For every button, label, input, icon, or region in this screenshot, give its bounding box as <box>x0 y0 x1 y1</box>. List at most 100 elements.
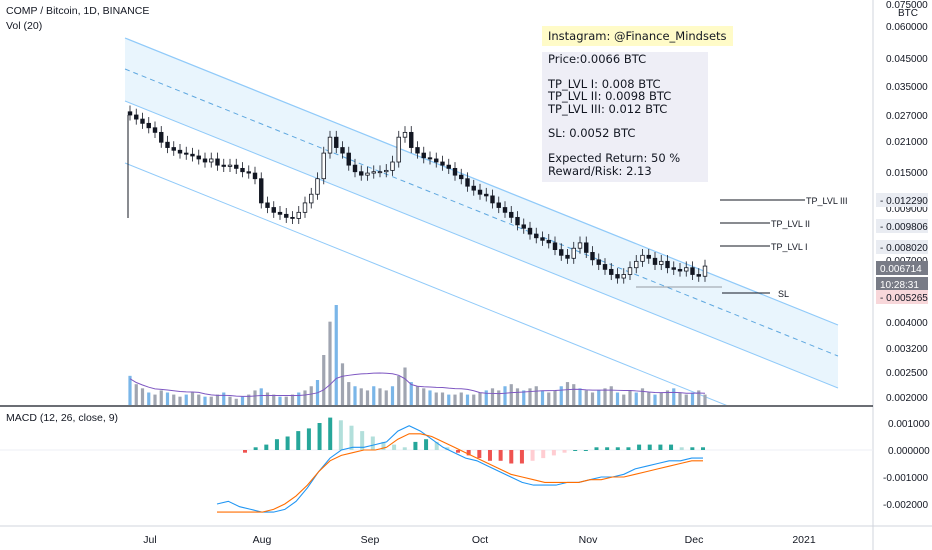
price-axis-label: 0.015000 <box>886 168 928 179</box>
volume-bar <box>603 388 607 405</box>
macd-histogram-bar <box>551 450 556 456</box>
macd-histogram-bar <box>253 447 258 450</box>
volume-bar <box>690 392 695 405</box>
candle-body <box>615 274 620 279</box>
volume-bar <box>409 382 413 405</box>
price-tag: 10:28:31 <box>880 280 919 291</box>
candle-body <box>202 158 208 163</box>
volume-bar <box>478 392 482 405</box>
price-tag-bg <box>876 290 928 304</box>
price-tags: - 0.012290 - 0.009806 - 0.008020 0.006714 10… <box>876 193 928 304</box>
volume-bar <box>390 386 395 405</box>
volume-bar <box>503 386 507 405</box>
price-tag-bg <box>876 193 928 207</box>
macd-histogram-bar <box>530 450 535 461</box>
volume-bar <box>434 392 438 405</box>
volume-bar <box>665 390 670 405</box>
macd-axis-label: 0.001000 <box>888 419 930 430</box>
volume-bar <box>440 392 445 405</box>
volume-bar <box>353 386 357 405</box>
candle-body <box>552 242 558 251</box>
candle-body <box>690 267 695 275</box>
price-axis: 0.075000 0.060000 0.045000 0.035000 0.027000… <box>883 0 930 511</box>
candle-body <box>634 260 639 269</box>
volume-bar <box>365 390 370 405</box>
volume-bar <box>278 396 282 405</box>
volume-bar <box>528 388 532 405</box>
volume-bar <box>222 392 226 405</box>
macd-histogram-bar <box>562 450 567 453</box>
candle-body <box>190 153 195 157</box>
time-axis-label: Nov <box>579 534 598 546</box>
macd-histogram-bar <box>402 447 407 450</box>
volume-bar <box>597 390 601 405</box>
candle-body <box>477 189 483 195</box>
macd-histogram-bar <box>285 436 290 450</box>
candle-body <box>352 164 358 173</box>
candle-body <box>527 227 533 235</box>
candle-body <box>146 122 151 129</box>
macd-line <box>216 425 703 513</box>
macd-histogram-bar <box>456 450 461 453</box>
price-axis-label: 0.045000 <box>886 54 928 65</box>
candle-body <box>390 161 395 171</box>
candle-body <box>396 136 401 163</box>
candle-body <box>171 147 176 151</box>
volume-bar <box>447 394 451 405</box>
candle-body <box>602 264 608 270</box>
candle-body <box>465 178 470 187</box>
macd-histogram-bar <box>669 444 674 450</box>
candle-body <box>402 131 408 138</box>
candle-body <box>240 167 245 173</box>
macd-histogram-bar <box>328 417 333 450</box>
macd-axis-label: 0.000000 <box>888 446 930 457</box>
target-levels: TP_LVL III TP_LVL II TP_LVL I SL <box>636 196 848 299</box>
volume-bar <box>265 392 270 405</box>
time-axis: Jul Aug Sep Oct Nov Dec 2021 <box>143 534 816 546</box>
level-tag: TP_LVL II <box>771 219 810 229</box>
macd-histogram-bar <box>413 441 418 450</box>
volume-bar <box>259 388 263 405</box>
candle-body <box>459 174 464 180</box>
candle-body <box>534 233 539 239</box>
reward-risk-note: Reward/Risk: 2.13 <box>548 163 652 178</box>
volume-bar <box>590 392 595 405</box>
candle-body <box>596 259 601 265</box>
macd-histogram-bar <box>338 420 343 450</box>
macd-histogram-bar <box>690 447 695 450</box>
volume-bar <box>684 394 688 405</box>
macd-histogram-bar <box>583 450 588 451</box>
volume-bar <box>615 392 620 405</box>
candle-body <box>584 242 589 253</box>
instagram-note: Instagram: @Finance_Mindsets <box>542 26 733 46</box>
macd-histogram-bar <box>679 447 684 450</box>
volume-bar <box>372 386 376 405</box>
volume-bar <box>209 396 213 405</box>
candle-body <box>284 213 289 218</box>
candle-body <box>471 185 476 191</box>
macd-axis-label: -0.002000 <box>883 500 928 511</box>
volume-bar <box>234 398 238 405</box>
candle-body <box>571 247 576 259</box>
candle-body <box>684 267 689 272</box>
macd-histogram-bar <box>509 450 514 464</box>
price-axis-label: 0.021000 <box>886 137 928 148</box>
volume-bar <box>153 394 157 405</box>
price-tag: - 0.012290 <box>880 196 928 207</box>
volume-bar <box>159 390 163 405</box>
volume-bar <box>297 392 301 405</box>
candle-body <box>177 149 183 154</box>
macd-histogram-bar <box>573 450 578 451</box>
volume-bar <box>534 386 538 405</box>
volume-bar <box>565 382 570 405</box>
tp3-note: TP_LVL III: 0.012 BTC <box>548 101 668 116</box>
macd-histogram-bar <box>434 441 439 450</box>
candle-body <box>334 136 339 148</box>
candle-body <box>359 171 364 176</box>
volume-bar <box>309 386 313 405</box>
candle-body <box>452 167 458 176</box>
volume-bar <box>653 394 657 405</box>
level-tag: SL <box>778 289 789 299</box>
macd-histogram-bar <box>296 431 301 450</box>
candle-body <box>184 152 189 155</box>
